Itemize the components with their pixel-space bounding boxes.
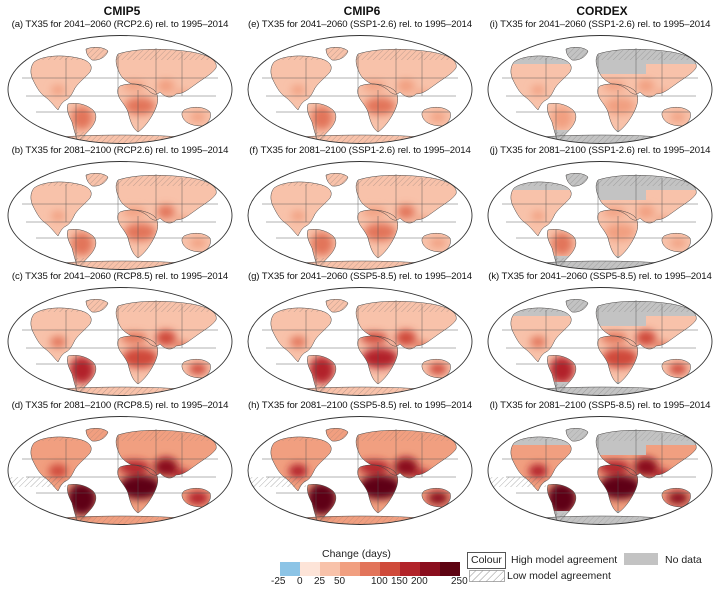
colorbar-segment [320, 562, 341, 576]
low-agreement-label: Low model agreement [507, 570, 611, 582]
world-map [247, 35, 473, 144]
panel-title: (i) TX35 for 2041–2060 (SSP1-2.6) rel. t… [489, 19, 711, 30]
colorbar-segment [440, 562, 460, 576]
panel-title: (d) TX35 for 2081–2100 (RCP8.5) rel. to … [11, 400, 229, 411]
column-title-cordex: CORDEX [576, 4, 628, 18]
colorbar-segment [300, 562, 321, 576]
world-map [7, 416, 233, 525]
colorbar-tick-label: 25 [314, 576, 326, 587]
colour-legend-box: Colour [467, 552, 506, 569]
world-map [487, 35, 713, 144]
colorbar-tick-label: -25 [271, 576, 286, 587]
colorbar-segment [280, 562, 301, 576]
world-map [487, 161, 713, 270]
column-title-cmip6: CMIP6 [343, 4, 381, 18]
world-map [7, 287, 233, 396]
world-map [247, 287, 473, 396]
panel-title: (g) TX35 for 2041–2060 (SSP5-8.5) rel. t… [247, 271, 473, 282]
panel-title: (b) TX35 for 2081–2100 (RCP2.6) rel. to … [11, 145, 229, 156]
panel-title: (a) TX35 for 2041–2060 (RCP2.6) rel. to … [11, 19, 229, 30]
colorbar-tick-label: 250 [451, 576, 468, 587]
panel-title: (f) TX35 for 2081–2100 (SSP1-2.6) rel. t… [249, 145, 471, 156]
panel-title: (h) TX35 for 2081–2100 (SSP5-8.5) rel. t… [247, 400, 473, 411]
world-map [247, 416, 473, 525]
high-agreement-label: High model agreement [511, 554, 618, 566]
panel-title: (c) TX35 for 2041–2060 (RCP8.5) rel. to … [11, 271, 229, 282]
world-map [7, 161, 233, 270]
panel-title: (k) TX35 for 2041–2060 (SSP5-8.5) rel. t… [488, 271, 712, 282]
column-title-cmip5: CMIP5 [103, 4, 141, 18]
colorbar-tick-label: 150 [391, 576, 408, 587]
colorbar-tick-label: 200 [411, 576, 428, 587]
no-data-label: No data [665, 554, 702, 566]
world-map [247, 161, 473, 270]
world-map [487, 416, 713, 525]
colorbar-segment [420, 562, 441, 576]
world-map [487, 287, 713, 396]
no-data-swatch [624, 553, 658, 565]
colorbar-segment [400, 562, 421, 576]
panel-title: (l) TX35 for 2081–2100 (SSP5-8.5) rel. t… [489, 400, 711, 411]
panel-title: (e) TX35 for 2041–2060 (SSP1-2.6) rel. t… [247, 19, 473, 30]
colorbar-segment [380, 562, 401, 576]
world-map [7, 35, 233, 144]
colorbar-segment [360, 562, 381, 576]
colorbar-tick-label: 50 [334, 576, 346, 587]
colorbar-tick-label: 100 [371, 576, 388, 587]
colorbar [280, 562, 460, 576]
panel-title: (j) TX35 for 2081–2100 (SSP1-2.6) rel. t… [489, 145, 711, 156]
colorbar-segment [340, 562, 361, 576]
colorbar-title: Change (days) [322, 548, 391, 560]
hatch-legend-swatch [469, 570, 505, 582]
colorbar-tick-label: 0 [297, 576, 303, 587]
